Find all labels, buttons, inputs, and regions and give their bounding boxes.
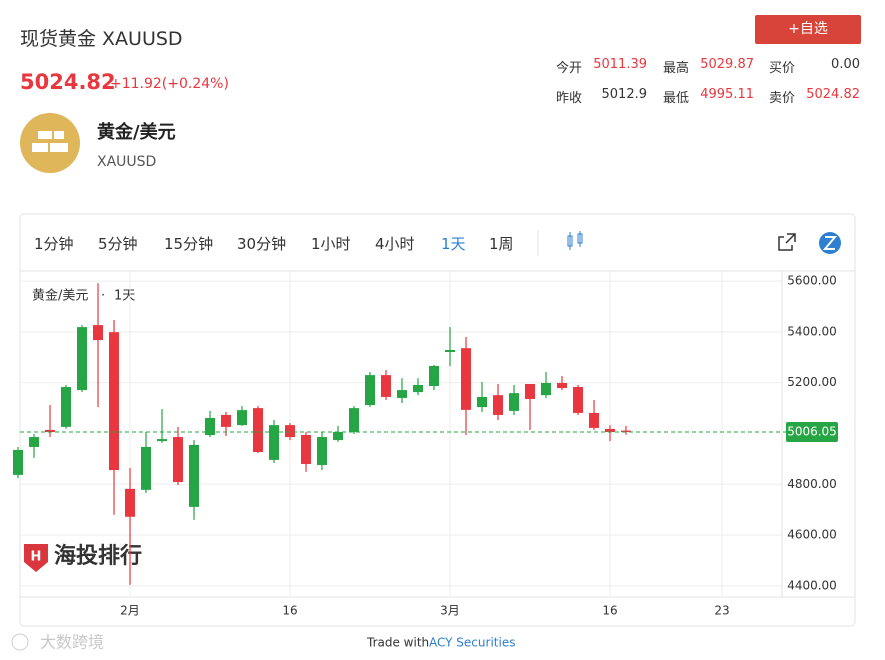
popout-icon[interactable] [778,233,796,251]
candle-body [269,425,279,460]
candle-body [621,430,631,432]
svg-text:H: H [31,550,42,565]
footer-link[interactable]: ACY Securities [429,636,515,650]
brand-icon[interactable] [819,232,841,254]
interval-tab[interactable]: 5分钟 [98,235,138,253]
watermark-logo: H [24,544,48,572]
candle-body [381,375,391,397]
x-tick-label: 16 [602,604,617,618]
watch-button[interactable]: +自选 [755,15,861,44]
candle-body [301,435,311,464]
interval-tab[interactable]: 15分钟 [164,235,214,253]
candle-body [173,437,183,482]
candle-body [285,425,295,438]
x-tick-label: 16 [282,604,297,618]
candle-body [365,375,375,406]
stat-value: 5024.82 [806,87,860,102]
candle-body [205,418,215,436]
x-tick-label: 3月 [440,604,460,618]
candle-body [333,431,343,441]
candle-body [349,408,359,432]
watermark: 海投排行 [54,543,142,569]
candle-body [141,446,151,490]
candle-body [253,408,263,453]
chart-title: 黄金/美元 [32,288,88,304]
interval-tab[interactable]: 30分钟 [237,235,287,253]
stat-label: 今开 [556,61,583,76]
price-change: +11.92(+0.24%) [110,76,229,92]
candle-body [77,327,87,391]
footer-prefix: Trade with [366,636,429,650]
interval-tab[interactable]: 1小时 [311,235,351,253]
candle-body [589,412,599,428]
stat-label: 买价 [769,61,796,76]
asset-symbol: XAUUSD [97,154,157,170]
candle-body [157,439,167,442]
candle-body [13,449,23,475]
stat-label: 昨收 [556,91,583,106]
stat-label: 卖价 [769,91,796,106]
candle-body [557,382,567,389]
price: 5024.82 [20,70,116,94]
chart-card [19,213,856,627]
stat-label: 最低 [663,91,690,106]
last-price-box [786,421,838,442]
candle-body [189,444,199,507]
y-tick-label: 4400.00 [787,578,837,592]
candle-body [541,382,551,396]
stat-value: 5012.9 [601,87,648,102]
candle-body [573,387,583,413]
candle-body [125,488,135,517]
candle-icon[interactable] [567,231,583,250]
candle-body [93,325,103,341]
asset-name: 黄金/美元 [97,122,176,143]
candle-body [221,414,231,427]
y-tick-label: 5400.00 [787,324,837,338]
candle-body [61,387,71,427]
candle-body [413,384,423,393]
title-sep: · [101,289,105,304]
candle-body [605,428,615,432]
candle-body [445,349,455,352]
stat-value: 5011.39 [593,57,647,72]
interval-tab[interactable]: 1周 [489,235,514,253]
interval-tab[interactable]: 4小时 [375,235,415,253]
chart-interval: 1天 [114,289,135,304]
candle-body [493,395,503,415]
page-title: 现货黄金 XAUUSD [20,28,183,50]
stat-value: 5029.87 [700,57,754,72]
candle-body [509,393,519,411]
last-price-label: 5006.05 [787,424,837,438]
asset-icon [20,113,80,173]
candle-body [109,332,119,471]
y-tick-label: 4600.00 [787,528,837,542]
candle-body [461,348,471,410]
x-tick-label: 2月 [120,604,140,618]
interval-tab[interactable]: 1分钟 [34,235,74,253]
candle-body [45,429,55,432]
corner-mark-icon [11,633,29,651]
stat-value: 4995.11 [700,87,754,102]
candle-body [317,437,327,465]
corner-mark: 大数跨境 [40,633,104,652]
candle-body [477,396,487,408]
stat-value: 0.00 [831,57,860,72]
interval-tab[interactable]: 1天 [441,235,466,253]
y-tick-label: 5200.00 [787,375,837,389]
y-tick-label: 4800.00 [787,477,837,491]
candle-body [525,383,535,399]
candle-body [397,390,407,398]
candle-body [429,365,439,387]
candle-body [237,410,247,426]
y-tick-label: 5600.00 [787,274,837,288]
stat-label: 最高 [663,61,690,76]
x-tick-label: 23 [714,604,729,618]
candle-body [29,437,39,447]
